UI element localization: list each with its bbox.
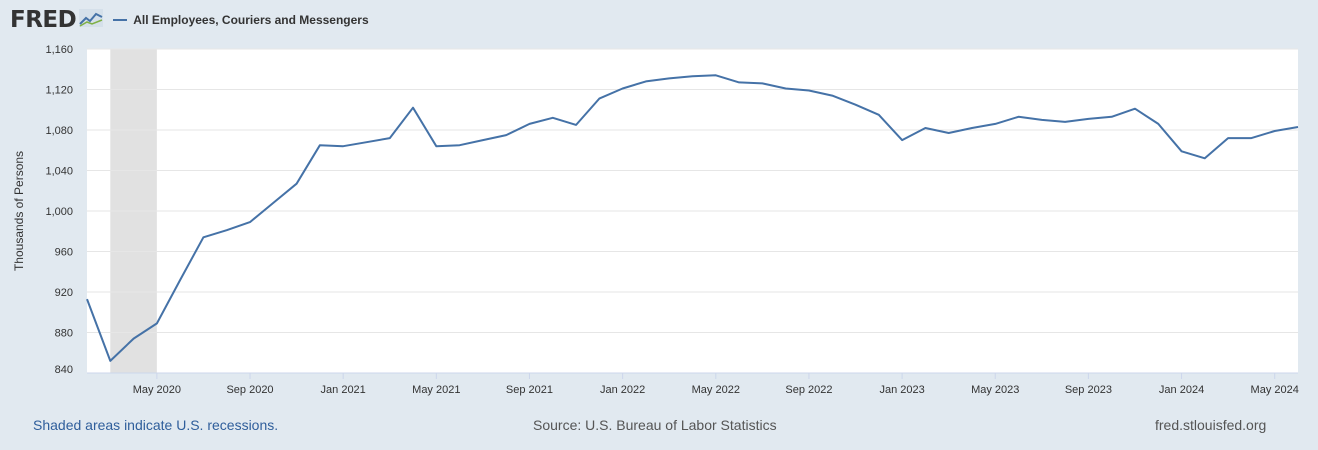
- x-tick-label: Sep 2020: [226, 384, 273, 396]
- x-tick-label: May 2022: [692, 384, 740, 396]
- x-tick-label: Sep 2023: [1065, 384, 1112, 396]
- x-axis-ticks: May 2020 Sep 2020 Jan 2021 May 2021 Sep 2021…: [133, 373, 1299, 396]
- x-tick-label: May 2020: [133, 384, 181, 396]
- grid-lines: [87, 48, 1298, 333]
- y-tick-label: 920: [55, 287, 73, 299]
- y-axis-title: Thousands of Persons: [12, 151, 26, 271]
- legend-series-label: All Employees, Couriers and Messengers: [133, 13, 369, 27]
- source-note: Source: U.S. Bureau of Labor Statistics: [533, 417, 777, 433]
- series-line[interactable]: [86, 74, 1299, 362]
- y-tick-label: 1,160: [45, 44, 73, 56]
- line-chart[interactable]: 840 880 920 960 1,000 1,040 1,080 1,120 1,160 Ma…: [0, 0, 1318, 410]
- x-tick-label: May 2024: [1251, 384, 1299, 396]
- y-tick-label: 1,040: [45, 166, 73, 178]
- y-tick-label: 960: [55, 247, 73, 259]
- fred-logo[interactable]: FRED: [10, 7, 77, 33]
- legend: All Employees, Couriers and Messengers: [113, 13, 369, 27]
- legend-series-swatch: [113, 19, 128, 21]
- recession-note[interactable]: Shaded areas indicate U.S. recessions.: [33, 417, 279, 433]
- y-tick-label: 1,000: [45, 206, 73, 218]
- site-link[interactable]: fred.stlouisfed.org: [1155, 417, 1267, 433]
- x-tick-label: May 2021: [412, 384, 460, 396]
- x-tick-label: Jan 2023: [879, 384, 924, 396]
- y-tick-label: 1,120: [45, 85, 73, 97]
- y-axis-ticks: 840 880 920 960 1,000 1,040 1,080 1,120 1,160: [45, 44, 73, 376]
- x-tick-label: Jan 2022: [600, 384, 645, 396]
- chart-header: FRED All Employees, Couriers and Messeng…: [10, 6, 369, 34]
- x-tick-label: Jan 2021: [321, 384, 366, 396]
- x-tick-label: Jan 2024: [1159, 384, 1204, 396]
- y-tick-label: 840: [55, 364, 73, 376]
- x-tick-label: Sep 2022: [785, 384, 832, 396]
- y-tick-label: 880: [55, 328, 73, 340]
- x-tick-label: Sep 2021: [506, 384, 553, 396]
- y-tick-label: 1,080: [45, 125, 73, 137]
- fred-chart-icon[interactable]: [79, 8, 104, 32]
- x-tick-label: May 2023: [971, 384, 1019, 396]
